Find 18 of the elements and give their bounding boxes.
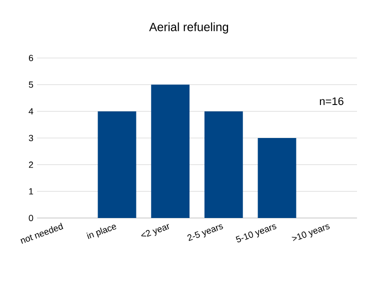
bar (151, 84, 190, 218)
bar (258, 138, 296, 218)
bar (98, 111, 136, 218)
x-tick-label: 2-5 years (187, 224, 224, 242)
x-tick-label: 5-10 years (236, 224, 276, 242)
x-tick-label: <2 year (141, 224, 169, 237)
y-tick-label: 0 (28, 214, 34, 222)
chart-title: Aerial refueling (149, 22, 228, 34)
bar (204, 111, 243, 218)
y-tick-label: 2 (28, 162, 34, 168)
annotation: n=16 (320, 97, 344, 106)
y-tick-label: 3 (28, 134, 34, 142)
y-tick-label: 1 (29, 188, 34, 194)
x-tick-label: in place (86, 224, 116, 239)
y-tick-label: 4 (28, 108, 34, 114)
y-tick-label: 6 (28, 54, 34, 62)
x-tick-label: >10 years (292, 224, 330, 242)
y-tick-label: 5 (28, 82, 34, 88)
